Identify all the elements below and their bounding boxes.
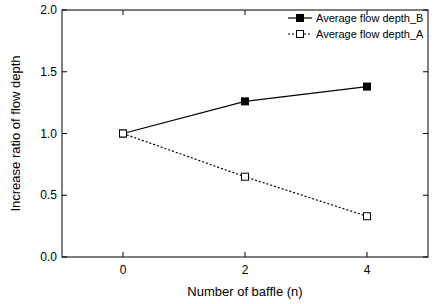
- plot-area: [120, 83, 371, 220]
- y-tick-label: 1.0: [40, 127, 57, 141]
- y-tick-label: 1.5: [40, 65, 57, 79]
- y-tick-label: 0.0: [40, 250, 57, 264]
- legend-marker: [297, 31, 304, 38]
- y-tick: [62, 195, 67, 196]
- y-tick: [62, 71, 67, 72]
- y-axis-label: Increase ratio of flow depth: [8, 55, 23, 211]
- legend-label: Average flow depth_A: [316, 28, 424, 40]
- y-tick: [423, 71, 428, 72]
- legend: Average flow depth_B Average flow depth_A: [288, 12, 424, 40]
- x-tick-label: 4: [364, 263, 371, 277]
- y-tick: [423, 195, 428, 196]
- data-point: [120, 130, 127, 137]
- y-tick-label: 2.0: [40, 3, 57, 17]
- data-point: [120, 130, 127, 137]
- x-tick: [245, 10, 246, 15]
- data-point: [364, 213, 371, 220]
- series-line: [123, 87, 367, 134]
- y-tick: [62, 133, 67, 134]
- x-tick-label: 2: [242, 263, 249, 277]
- y-tick: [423, 133, 428, 134]
- plot-frame: [62, 10, 428, 257]
- y-tick: [423, 257, 428, 258]
- data-point: [242, 173, 249, 180]
- y-tick: [423, 10, 428, 11]
- y-tick: [62, 257, 67, 258]
- x-tick: [245, 252, 246, 257]
- chart: 0.0 0.5 1.0 1.5 2.0 0 2 4 Number of baffle (n) In…: [0, 0, 442, 304]
- data-point: [242, 98, 249, 105]
- x-axis-label: Number of baffle (n): [187, 284, 302, 299]
- legend-marker: [297, 15, 304, 22]
- x-tick: [123, 10, 124, 15]
- x-tick-label: 0: [120, 263, 127, 277]
- x-tick: [367, 252, 368, 257]
- y-tick: [62, 10, 67, 11]
- x-tick: [123, 252, 124, 257]
- data-point: [364, 83, 371, 90]
- y-tick-label: 0.5: [40, 188, 57, 202]
- series-line: [123, 134, 367, 217]
- legend-label: Average flow depth_B: [316, 12, 423, 24]
